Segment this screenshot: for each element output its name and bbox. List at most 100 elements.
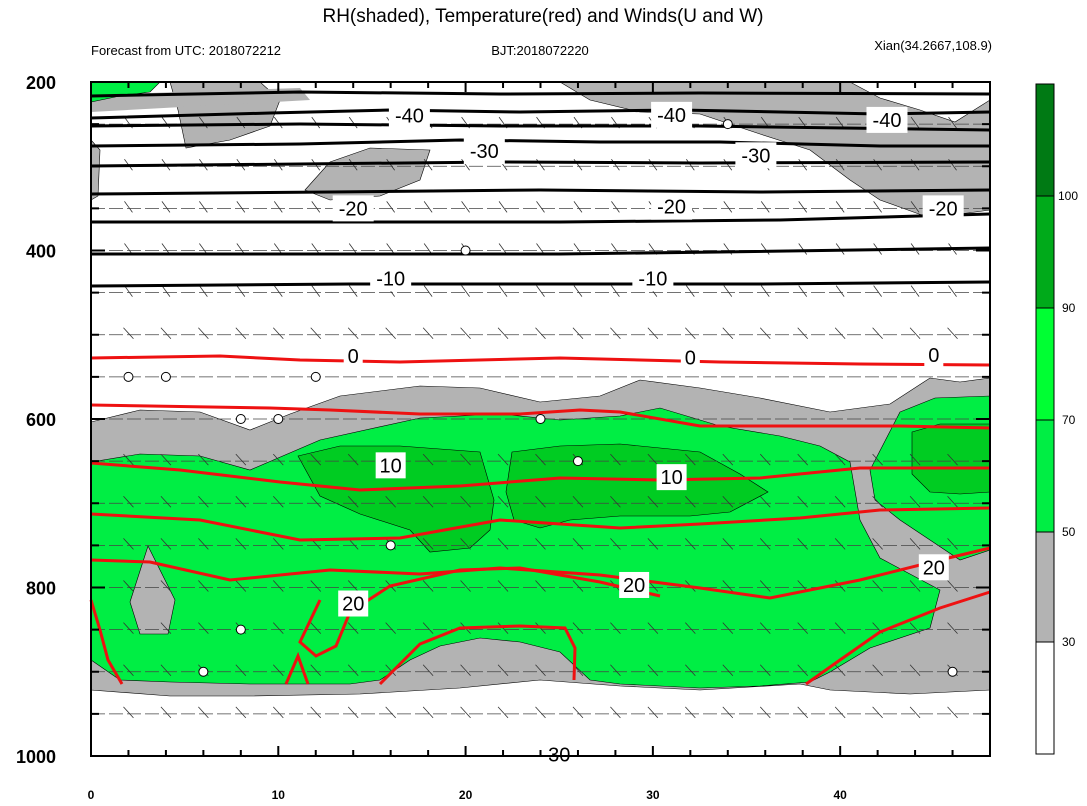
- wind-barb: [535, 706, 546, 719]
- wind-barb: [460, 538, 471, 550]
- wind-barb: [498, 201, 508, 213]
- y-tick-label: 400: [26, 242, 56, 262]
- isotherm-neg10: [91, 246, 991, 256]
- wind-barb: [611, 201, 620, 213]
- wind-barb: [497, 664, 509, 677]
- isotherm-25: [90, 546, 991, 600]
- colorbar-green-100: [1035, 83, 1055, 197]
- temperature-label-box: [632, 265, 674, 292]
- wind-barb: [610, 453, 621, 466]
- wind-barb: [235, 538, 247, 550]
- forecast-init-label: Forecast from UTC: 2018072212: [91, 43, 281, 58]
- calm-wind-circle: [310, 371, 321, 382]
- temperature-label-box: [651, 101, 693, 128]
- temperature-label-box: [332, 195, 374, 222]
- wind-barb: [385, 622, 396, 634]
- wind-barb: [123, 664, 134, 677]
- colorbar-green-90: [1035, 195, 1055, 309]
- wind-barb: [386, 159, 395, 171]
- wind-barb: [947, 622, 958, 634]
- wind-barb: [722, 622, 734, 634]
- wind-barb: [422, 580, 434, 592]
- temperature-label-box: [866, 106, 908, 133]
- wind-barb: [347, 495, 359, 508]
- wind-barb: [235, 706, 247, 719]
- temperature-label: -40: [657, 105, 686, 127]
- wind-barb: [947, 327, 958, 340]
- wind-barb: [160, 538, 172, 550]
- temperature-label-box: [370, 265, 412, 292]
- wind-barb: [310, 664, 322, 677]
- temperature-label-box: [924, 341, 944, 368]
- isotherm-30: [378, 624, 577, 686]
- wind-barb: [873, 201, 882, 213]
- wind-barb: [610, 664, 621, 677]
- calm-wind-markers: [123, 119, 958, 677]
- calm-wind-circle: [198, 666, 209, 677]
- wind-barb: [273, 285, 283, 297]
- temperature-label-box: [922, 195, 964, 222]
- temperature-label-box: [735, 142, 777, 169]
- wind-barb: [834, 453, 846, 466]
- x-tick-label: 20: [459, 788, 473, 802]
- isotherm-15: [90, 461, 990, 492]
- isotherm-5: [90, 354, 991, 367]
- wind-barb: [573, 285, 583, 297]
- calm-wind-circle: [572, 456, 583, 467]
- wind-barb: [797, 453, 809, 466]
- calm-wind-circle: [947, 666, 958, 677]
- wind-barb: [611, 285, 620, 297]
- colorbar-label-90: 90: [1062, 301, 1076, 315]
- time-axis: 0 10 20 30 40: [88, 82, 991, 802]
- rh-gray-inner-left: [129, 545, 176, 635]
- wind-barb: [272, 706, 284, 719]
- temperature-label: 20: [923, 557, 945, 579]
- wind-barb: [123, 453, 134, 466]
- wind-barb: [310, 495, 322, 508]
- wind-barb: [199, 201, 208, 213]
- wind-barb: [910, 116, 920, 129]
- isotherm-30-spike: [284, 651, 310, 685]
- wind-barb: [572, 622, 584, 634]
- colorbar-label-30: 30: [1062, 635, 1076, 649]
- wind-barb: [722, 495, 734, 508]
- wind-barb: [572, 327, 584, 340]
- wind-barb: [272, 327, 284, 340]
- wind-barb: [311, 201, 321, 213]
- wind-barb: [497, 327, 509, 340]
- colorbar-label-100: 100: [1058, 189, 1078, 203]
- wind-barb: [123, 327, 134, 340]
- wind-barb: [647, 538, 659, 550]
- temperature-label-box: [463, 138, 505, 165]
- wind-barb: [759, 580, 771, 592]
- wind-barb: [385, 706, 396, 719]
- temperature-label-box: [619, 571, 650, 598]
- wind-barb: [236, 201, 246, 213]
- wind-barb: [797, 664, 809, 677]
- wind-barb: [386, 201, 395, 213]
- wind-barb: [161, 285, 171, 297]
- wind-barb: [834, 580, 846, 592]
- rh-colorbar: 30 50 70 90 100: [1035, 83, 1078, 755]
- temperature-label-box: [388, 102, 430, 129]
- wind-barb: [310, 327, 322, 340]
- wind-barb: [685, 622, 696, 634]
- wind-barb: [124, 285, 133, 297]
- wind-barb: [835, 201, 845, 213]
- temperature-label: 0: [348, 346, 359, 368]
- wind-barb: [422, 453, 434, 466]
- wind-barb: [123, 706, 134, 719]
- wind-barb: [759, 327, 771, 340]
- chart-title: RH(shaded), Temperature(red) and Winds(U…: [322, 6, 763, 27]
- isotherm-25-right: [805, 590, 991, 686]
- wind-barb: [872, 327, 883, 340]
- station-label: Xian(34.2667,108.9): [874, 38, 992, 53]
- x-tick-label: 0: [88, 788, 95, 802]
- y-tick-label: 600: [26, 410, 56, 430]
- wind-barb: [798, 201, 808, 213]
- wind-barb: [834, 706, 846, 719]
- wind-barb: [647, 622, 659, 634]
- wind-barb: [235, 453, 247, 466]
- wind-barb: [460, 580, 471, 592]
- wind-barb: [948, 116, 957, 129]
